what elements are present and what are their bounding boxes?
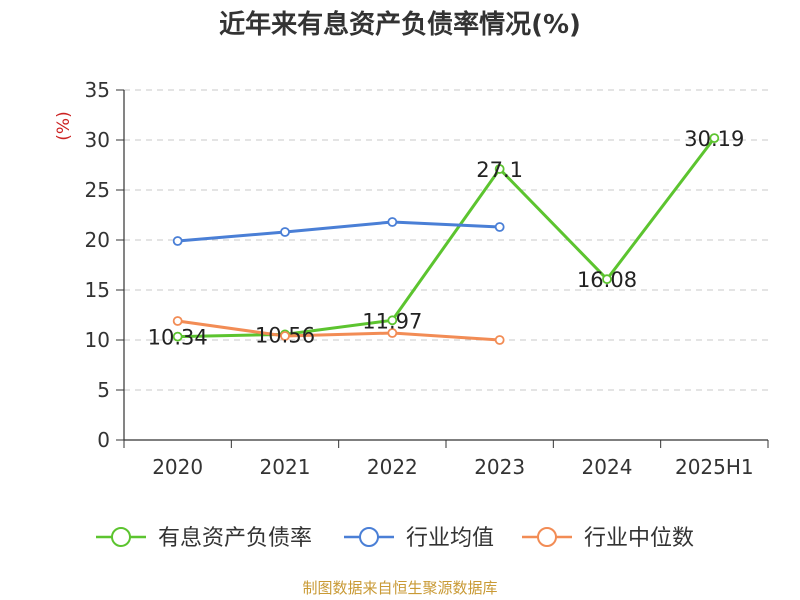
data-point xyxy=(494,164,505,174)
y-axis-label: (%) xyxy=(54,111,74,140)
series-line-1 xyxy=(177,220,500,243)
data-label: 10.56 xyxy=(255,323,315,347)
x-tick-label: 2024 xyxy=(582,455,633,479)
legend-item-2[interactable]: 行业中位数 xyxy=(522,526,694,551)
data-labels: 10.34 10.56 11.97 27.1 16.08 30.19 xyxy=(148,127,745,350)
x-tick-label: 2022 xyxy=(367,455,418,479)
legend[interactable]: 有息资产负债率 行业均值 行业中位数 xyxy=(96,526,694,551)
data-point xyxy=(280,227,290,237)
x-tick-label: 2023 xyxy=(474,455,525,479)
gridlines xyxy=(124,89,768,391)
data-label: 11.97 xyxy=(362,309,422,333)
y-tick-label: 20 xyxy=(85,228,110,252)
data-point xyxy=(387,217,398,227)
y-tick-label: 10 xyxy=(85,328,110,352)
y-tick-label: 25 xyxy=(85,178,110,202)
data-point xyxy=(172,316,183,326)
legend-label: 有息资产负债率 xyxy=(158,526,312,551)
axes: 0 5 10 15 20 25 30 35 (%) 2020 2021 2022 2023 2024 202… xyxy=(54,78,769,479)
y-tick-label: 5 xyxy=(97,378,110,402)
data-label: 16.08 xyxy=(577,268,637,292)
series-lines xyxy=(172,133,720,345)
data-point xyxy=(387,315,398,326)
x-tick-label: 2025H1 xyxy=(675,455,754,479)
source-note: 制图数据来自恒生聚源数据库 xyxy=(302,579,498,597)
data-label: 27.1 xyxy=(476,158,523,182)
legend-item-1[interactable]: 行业均值 xyxy=(344,526,494,551)
data-point xyxy=(709,133,720,144)
series-line-0 xyxy=(177,137,716,339)
data-point xyxy=(280,331,290,341)
legend-marker xyxy=(359,527,379,547)
legend-marker xyxy=(537,527,557,547)
data-point xyxy=(387,328,398,338)
x-tick-label: 2021 xyxy=(260,455,311,479)
data-point xyxy=(494,222,505,232)
legend-label: 行业均值 xyxy=(406,526,494,551)
series-line-2 xyxy=(177,319,500,342)
data-point xyxy=(172,236,183,246)
y-tick-label: 30 xyxy=(85,128,110,152)
chart-title: 近年来有息资产负债率情况(%) xyxy=(219,10,581,40)
data-label: 10.34 xyxy=(148,326,208,350)
legend-item-0[interactable]: 有息资产负债率 xyxy=(96,526,312,551)
y-tick-label: 0 xyxy=(97,428,110,452)
y-tick-label: 15 xyxy=(85,278,110,302)
data-point xyxy=(494,335,505,345)
legend-label: 行业中位数 xyxy=(584,526,694,551)
legend-marker xyxy=(111,527,131,547)
data-point xyxy=(602,274,612,285)
x-tick-label: 2020 xyxy=(152,455,203,479)
data-point xyxy=(172,331,183,342)
y-tick-label: 35 xyxy=(85,78,110,102)
data-label: 30.19 xyxy=(684,127,744,151)
